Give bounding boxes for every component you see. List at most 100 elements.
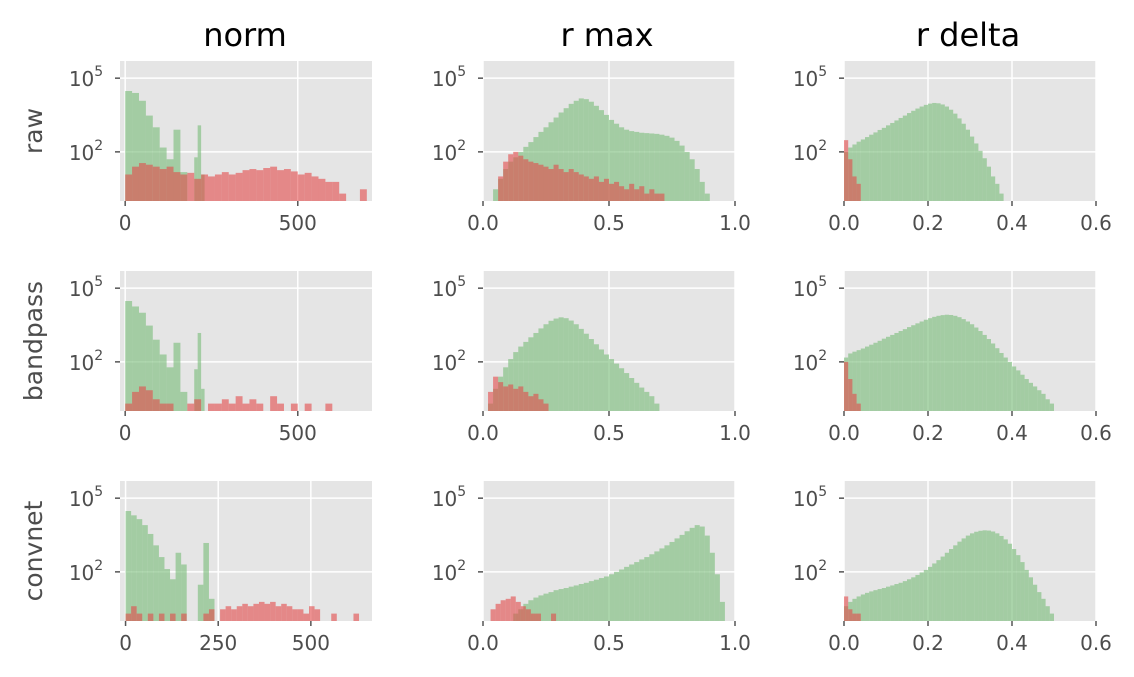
- histogram-bar-red: [125, 403, 133, 411]
- histogram-bar-green: [583, 99, 589, 201]
- histogram-bar-green: [940, 104, 945, 201]
- histogram-bar-green: [881, 127, 886, 201]
- histogram-bar-green: [982, 158, 987, 201]
- histogram-bar-green: [654, 403, 660, 411]
- histogram-bar-red: [208, 609, 215, 621]
- histogram-bar-green: [568, 586, 574, 621]
- histogram-bar-green: [999, 193, 1004, 201]
- histogram-bar-green: [961, 319, 966, 411]
- histogram-bar-green: [573, 100, 579, 201]
- y-tick-label: 105: [69, 484, 103, 511]
- histogram-bar-red: [203, 613, 209, 621]
- histogram-bar-green: [181, 564, 187, 621]
- histogram-bar-red: [543, 403, 549, 411]
- histogram-bar-green: [543, 593, 549, 621]
- histogram-bar-green: [1028, 382, 1033, 411]
- column-title-r-max: r max: [560, 16, 653, 54]
- histogram-bars: [490, 525, 725, 621]
- histogram-bar-red: [528, 161, 534, 201]
- histogram-bar-red: [159, 403, 167, 411]
- histogram-bar-green: [869, 591, 874, 621]
- histogram-bar-green: [1007, 361, 1012, 411]
- histogram-bar-red: [281, 603, 287, 621]
- histogram-bar-green: [902, 581, 907, 621]
- histogram-bar-green: [991, 343, 996, 411]
- x-tick-label: 0.0: [828, 211, 860, 235]
- histogram-bar-green: [1041, 393, 1046, 411]
- histogram-bar-green: [995, 533, 1000, 621]
- histogram-bar-green: [639, 132, 645, 201]
- histogram-bar-red: [242, 170, 250, 201]
- histogram-bar-red: [848, 159, 853, 201]
- histogram-bar-green: [709, 552, 715, 621]
- y-tick-label: 105: [432, 64, 466, 91]
- histogram-bar-green: [915, 323, 920, 411]
- y-tick-label: 105: [793, 274, 827, 301]
- histogram-bar-green: [201, 388, 205, 411]
- histogram-bar-red: [528, 396, 534, 411]
- y-tick-label: 102: [793, 558, 827, 585]
- histogram-bar-red: [510, 596, 516, 621]
- histogram-bar-red: [856, 613, 861, 621]
- histogram-bar-green: [142, 525, 148, 621]
- histogram-bar-red: [518, 386, 524, 411]
- histogram-bar-green: [578, 98, 584, 201]
- histogram-bar-green: [553, 590, 559, 621]
- histogram-bar-red: [848, 379, 853, 411]
- histogram-bar-green: [158, 557, 165, 621]
- histogram-bar-red: [563, 172, 569, 201]
- axis-ticks: 0 500 105 102: [69, 274, 317, 445]
- histogram-bar-green: [894, 584, 899, 621]
- histogram-bar-red: [194, 178, 202, 201]
- histogram-bar-green: [553, 117, 559, 201]
- histogram-bar-green: [674, 538, 680, 621]
- x-tick-label: 500: [279, 211, 317, 235]
- y-tick-label: 102: [69, 348, 103, 375]
- histogram-bar-green: [136, 519, 143, 621]
- histogram-bar-green: [890, 122, 895, 201]
- row-label-raw: raw: [19, 108, 48, 154]
- histogram-bar-green: [986, 530, 991, 621]
- x-tick-label: 0: [119, 421, 132, 445]
- histogram-bar-green: [928, 566, 933, 621]
- histogram-bar-green: [145, 115, 153, 201]
- histogram-bar-red: [593, 176, 599, 201]
- x-tick-label: 0.4: [996, 421, 1028, 445]
- y-tick-label: 102: [69, 558, 103, 585]
- histogram-bar-green: [619, 569, 625, 621]
- histogram-bar-green: [639, 387, 645, 411]
- histogram-bar-green: [953, 545, 958, 621]
- axis-ticks: 0.0 0.5 1.0 105 102: [432, 274, 751, 445]
- histogram-bar-green: [644, 391, 650, 411]
- histogram-bar-green: [911, 325, 916, 411]
- histogram-bar-green: [132, 306, 139, 411]
- histogram-bar-green: [978, 530, 983, 621]
- histogram-bar-red: [208, 403, 215, 411]
- histogram-bar-green: [957, 541, 962, 621]
- histogram-bar-red: [520, 606, 526, 621]
- histogram-bar-green: [528, 337, 534, 411]
- column-title-norm: norm: [203, 16, 287, 54]
- histogram-bar-green: [911, 110, 916, 201]
- histogram-bars: [125, 91, 367, 201]
- histogram-bar-green: [173, 129, 181, 201]
- histogram-bar-green: [614, 571, 620, 621]
- histogram-bar-green: [194, 369, 198, 411]
- x-tick-label: 500: [292, 631, 330, 655]
- histogram-bar-green: [197, 332, 202, 411]
- histogram-bar-green: [659, 548, 665, 621]
- histogram-bar-green: [1024, 379, 1029, 411]
- histogram-bar-green: [558, 589, 564, 621]
- histogram-bar-green: [573, 324, 579, 411]
- histogram-bar-red: [505, 598, 511, 621]
- histogram-bar-green: [634, 131, 640, 201]
- histogram-bar-green: [664, 135, 670, 201]
- histogram-bar-red: [270, 396, 278, 411]
- histogram-bars: [844, 530, 1054, 621]
- histogram-bar-red: [138, 163, 146, 201]
- histogram-bar-red: [277, 403, 284, 411]
- panel-raw-r-delta: 0.0 0.2 0.4 0.6 105 102: [793, 61, 1112, 235]
- histogram-bar-red: [553, 164, 559, 201]
- histogram-bar-red: [332, 181, 340, 201]
- histogram-bar-green: [978, 150, 983, 201]
